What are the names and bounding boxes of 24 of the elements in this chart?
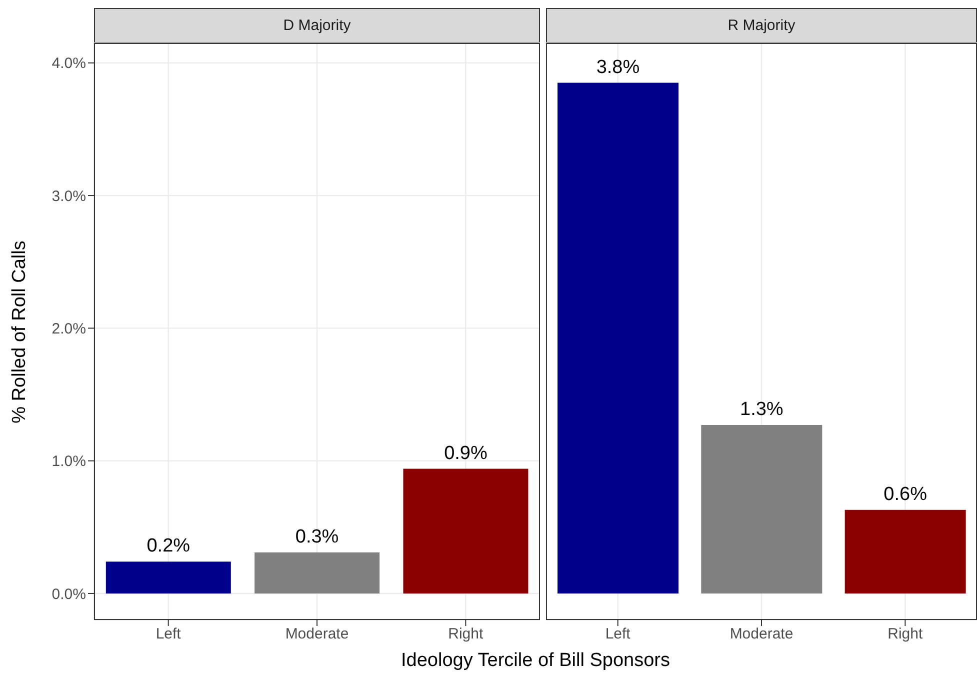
- bar: [403, 468, 528, 594]
- y-axis-title: % Rolled of Roll Calls: [9, 240, 31, 423]
- x-axis-title: Ideology Tercile of Bill Sponsors: [400, 650, 671, 672]
- x-tick-label: Moderate: [285, 626, 349, 643]
- y-tick-label: 1.0%: [52, 453, 86, 470]
- x-tick-label: Right: [888, 626, 924, 643]
- x-tick-label: Moderate: [730, 626, 794, 643]
- x-tick-label: Right: [448, 626, 484, 643]
- chart-title: R Majority: [546, 8, 977, 43]
- data-label: 0.3%: [295, 526, 339, 548]
- bar: [106, 562, 231, 594]
- data-label: 1.3%: [740, 399, 784, 420]
- x-tick-label: Left: [605, 626, 632, 643]
- data-label: 0.6%: [884, 484, 928, 505]
- bar: [254, 552, 380, 594]
- y-tick-label: 3.0%: [52, 188, 86, 205]
- x-tick-label: Left: [156, 626, 182, 643]
- y-tick-label: 2.0%: [52, 320, 86, 338]
- data-label: 3.8%: [596, 56, 640, 78]
- y-tick-label: 0.0%: [52, 586, 86, 603]
- data-label: 0.9%: [444, 442, 488, 464]
- y-tick-label: 4.0%: [52, 55, 86, 72]
- chart-title: D Majority: [94, 8, 540, 43]
- data-label: 0.2%: [146, 536, 190, 557]
